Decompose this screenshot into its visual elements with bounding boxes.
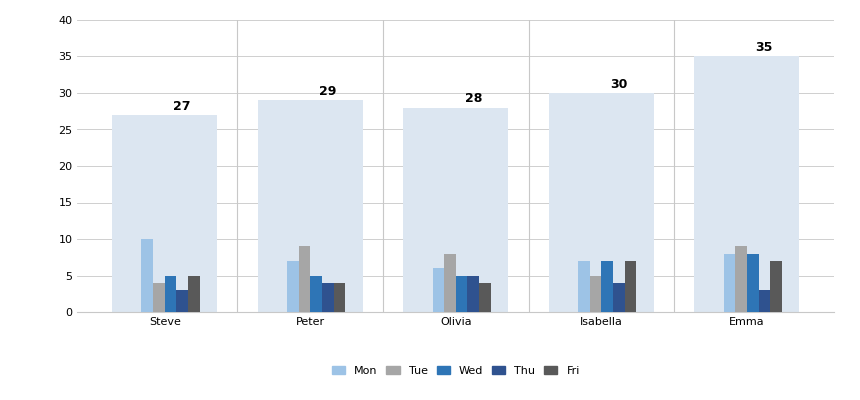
Bar [723, 254, 735, 312]
Bar [153, 283, 165, 312]
Bar [746, 254, 759, 312]
Bar [188, 276, 200, 312]
Bar [456, 276, 468, 312]
Legend: Mon, Tue, Wed, Thu, Fri: Mon, Tue, Wed, Thu, Fri [328, 361, 584, 380]
Text: 30: 30 [610, 78, 628, 91]
Bar [141, 239, 153, 312]
Bar [287, 261, 298, 312]
Bar [479, 283, 491, 312]
Bar [613, 283, 624, 312]
Bar [322, 283, 334, 312]
Bar [433, 268, 444, 312]
Bar [310, 276, 322, 312]
Bar [468, 276, 479, 312]
Bar [113, 115, 217, 312]
Bar [176, 290, 188, 312]
Bar [771, 261, 782, 312]
Bar [403, 108, 508, 312]
Bar [298, 246, 310, 312]
Text: 27: 27 [174, 100, 191, 113]
Bar [601, 261, 613, 312]
Bar [624, 261, 636, 312]
Bar [759, 290, 771, 312]
Bar [578, 261, 590, 312]
Bar [590, 276, 601, 312]
Text: 35: 35 [756, 41, 773, 54]
Bar [549, 93, 654, 312]
Bar [444, 254, 456, 312]
Text: 28: 28 [464, 92, 482, 106]
Bar [695, 56, 799, 312]
Bar [258, 100, 363, 312]
Bar [165, 276, 176, 312]
Text: 29: 29 [319, 85, 336, 98]
Bar [735, 246, 746, 312]
Bar [334, 283, 345, 312]
